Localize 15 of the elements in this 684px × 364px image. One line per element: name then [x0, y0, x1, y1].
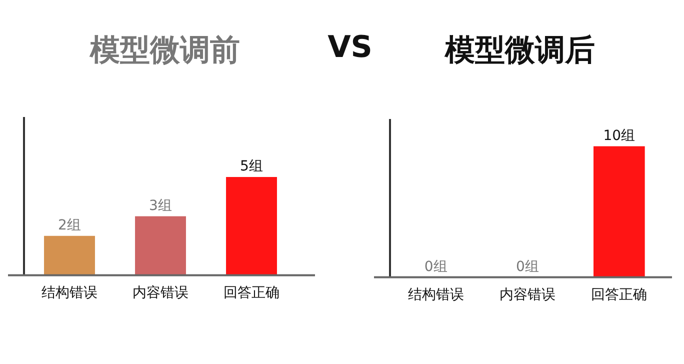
data-label: 0组 [516, 258, 539, 275]
x-tick-label: 内容错误 [500, 287, 556, 304]
x-tick-label: 结构错误 [408, 287, 464, 304]
chart-title: 模型微调后 [445, 32, 595, 70]
x-tick-label: 内容错误 [132, 285, 188, 302]
data-label: 5组 [240, 158, 263, 175]
data-label: 10组 [603, 128, 636, 144]
x-tick-label: 回答正确 [591, 287, 648, 304]
data-label: 0组 [424, 258, 448, 275]
chart-title: 模型微调前 [90, 32, 240, 70]
text: VS [328, 30, 372, 65]
x-tick-label: 结构错误 [42, 285, 98, 302]
data-label: 3组 [149, 198, 172, 214]
data-label: 2组 [58, 218, 81, 234]
x-tick-label: 回答正确 [224, 285, 280, 302]
